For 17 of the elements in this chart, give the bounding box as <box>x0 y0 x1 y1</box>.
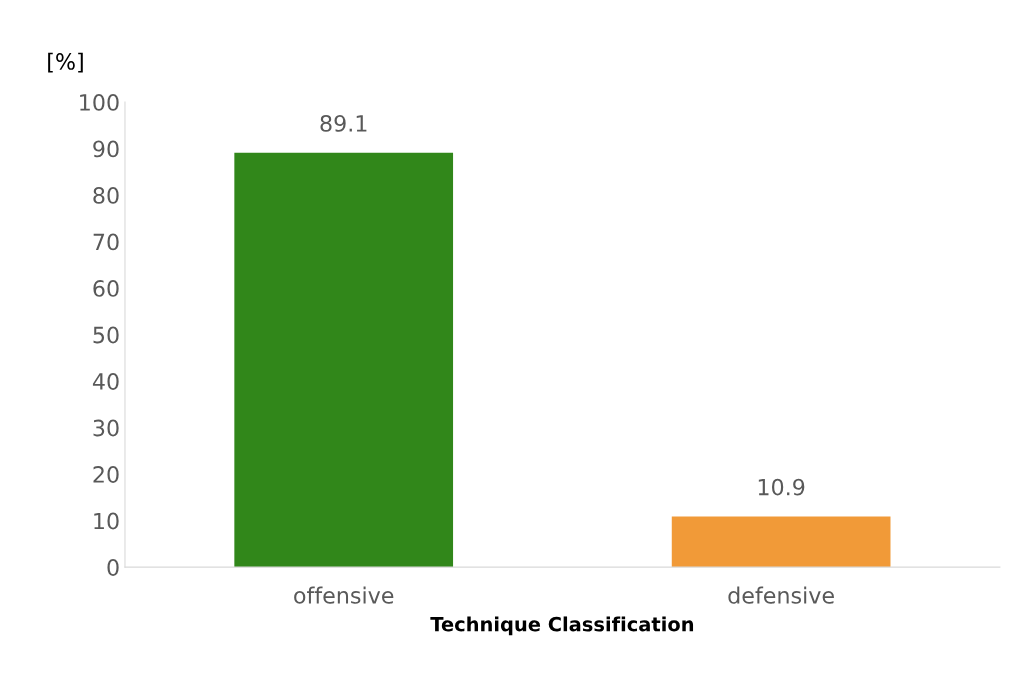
y-axis-title: [%] <box>48 52 83 73</box>
data-label: 89.1 <box>320 114 367 132</box>
y-tick-label: 50 <box>93 326 119 344</box>
y-tick-label: 90 <box>93 140 119 158</box>
y-tick-label: 10 <box>94 512 119 530</box>
x-tick-label: offensive <box>294 586 394 604</box>
y-tick-label: 70 <box>93 233 119 251</box>
y-tick-label: 0 <box>107 559 119 576</box>
x-axis-title: Technique Classification <box>430 616 694 636</box>
y-tick-label: 20 <box>93 466 119 483</box>
y-tick-label: 60 <box>93 280 119 297</box>
x-tick-label: defensive <box>728 586 834 604</box>
y-tick-label: 80 <box>93 187 119 204</box>
y-tick-label: 100 <box>80 94 119 111</box>
y-tick-label: 40 <box>92 373 119 390</box>
data-label: 10.9 <box>758 478 805 496</box>
y-tick-label: 30 <box>93 419 119 437</box>
